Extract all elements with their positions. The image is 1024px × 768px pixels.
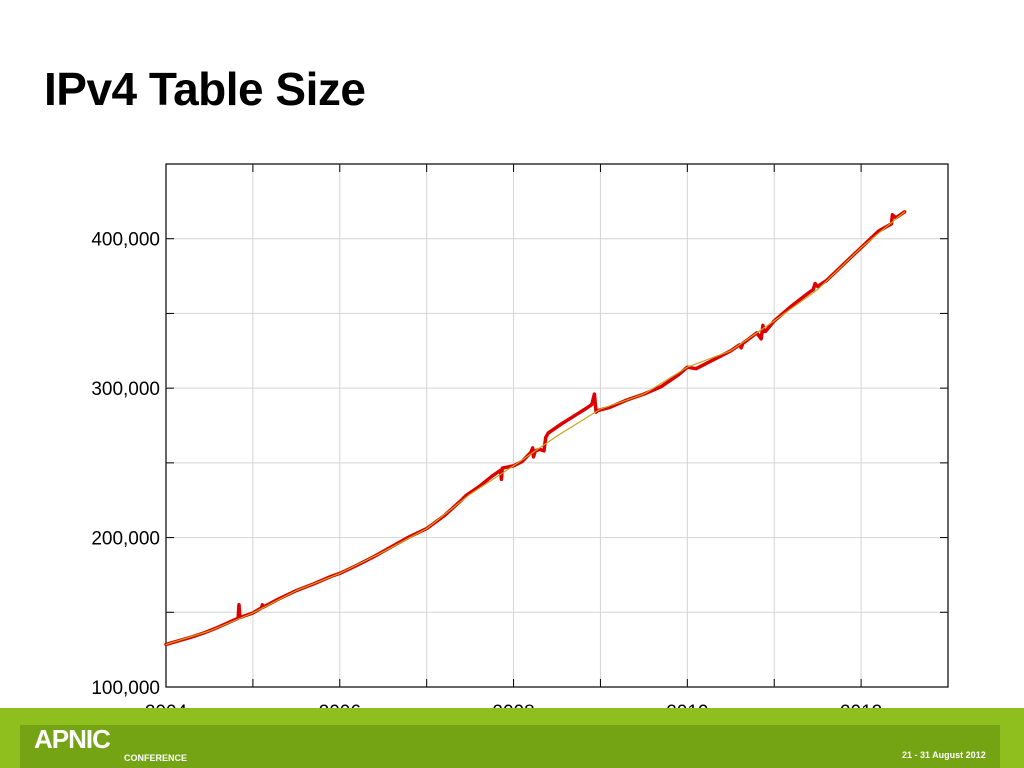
conference-date: 21 - 31 August 2012: [902, 750, 986, 760]
series-layer: [164, 210, 907, 647]
y-tick-label: 300,000: [91, 379, 160, 400]
y-tick-label: 100,000: [91, 678, 160, 699]
grid-lines: [166, 164, 948, 687]
footer-banner: [0, 708, 1024, 768]
footer-band: [20, 725, 1000, 768]
conference-logo: APNIC: [34, 724, 111, 754]
y-tick-label: 200,000: [91, 529, 160, 550]
series-line-2: [165, 211, 906, 646]
axis-ticks: [166, 164, 948, 687]
page-title: IPv4 Table Size: [44, 63, 366, 115]
y-tick-label: 400,000: [91, 230, 160, 251]
conference-logo-subtitle: CONFERENCE: [124, 753, 188, 763]
